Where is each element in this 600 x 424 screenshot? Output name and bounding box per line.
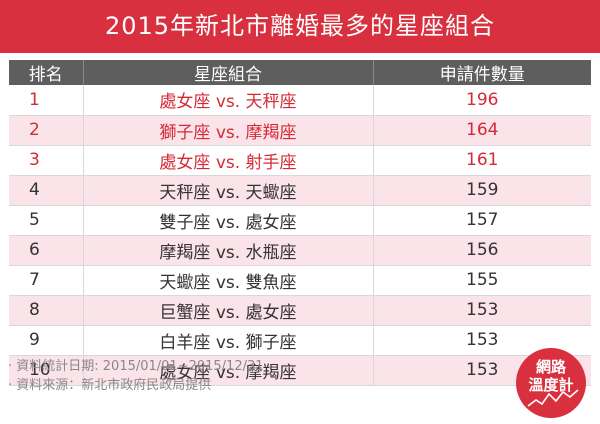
count-cell: 157 xyxy=(373,205,591,236)
rank-cell: 8 xyxy=(9,295,84,326)
pair-cell: 處女座 vs. 摩羯座 xyxy=(83,355,374,386)
pair-cell: 獅子座 vs. 摩羯座 xyxy=(83,115,374,146)
pair-cell: 雙子座 vs. 處女座 xyxy=(83,205,374,236)
count-cell: 161 xyxy=(373,145,591,176)
count-cell: 159 xyxy=(373,175,591,206)
rank-cell: 10 xyxy=(9,355,84,386)
rank-cell: 5 xyxy=(9,205,84,236)
brand-logo: 網路 溫度計 xyxy=(516,348,586,418)
pair-cell: 摩羯座 vs. 水瓶座 xyxy=(83,235,374,266)
table-row: 4 天秤座 vs. 天蠍座 159 xyxy=(9,175,591,206)
table-row: 1 處女座 vs. 天秤座 196 xyxy=(9,85,591,116)
pair-cell: 天秤座 vs. 天蠍座 xyxy=(83,175,374,206)
logo-line-1: 網路 xyxy=(535,358,566,376)
pair-cell: 天蠍座 vs. 雙魚座 xyxy=(83,265,374,296)
rank-cell: 9 xyxy=(9,325,84,356)
ranking-table: 排名 星座組合 申請件數量 1 處女座 vs. 天秤座 196 2 獅子座 vs. 摩羯… xyxy=(9,60,591,386)
count-cell: 196 xyxy=(373,85,591,116)
rank-cell: 7 xyxy=(9,265,84,296)
header-count: 申請件數量 xyxy=(373,60,591,85)
rank-cell: 4 xyxy=(9,175,84,206)
table-row: 9 白羊座 vs. 獅子座 153 xyxy=(9,325,591,356)
rank-cell: 3 xyxy=(9,145,84,176)
table-row: 8 巨蟹座 vs. 處女座 153 xyxy=(9,295,591,326)
pair-cell: 巨蟹座 vs. 處女座 xyxy=(83,295,374,326)
pair-cell: 處女座 vs. 天秤座 xyxy=(83,85,374,116)
date-note: · 資料統計日期: 2015/01/01~2015/12/31 xyxy=(8,359,264,374)
table-row: 5 雙子座 vs. 處女座 157 xyxy=(9,205,591,236)
pair-cell: 處女座 vs. 射手座 xyxy=(83,145,374,176)
table-row: 7 天蠍座 vs. 雙魚座 155 xyxy=(9,265,591,296)
table-header-row: 排名 星座組合 申請件數量 xyxy=(9,60,591,85)
count-cell: 164 xyxy=(373,115,591,146)
header-rank: 排名 xyxy=(9,60,84,85)
footer-notes: · 資料統計日期: 2015/01/01~2015/12/31 · 資料來源：新… xyxy=(8,357,264,395)
source-note: · 資料來源：新北市政府民政局提供 xyxy=(8,378,212,393)
table-body: 1 處女座 vs. 天秤座 196 2 獅子座 vs. 摩羯座 164 3 處女座 vs. 射… xyxy=(9,85,591,386)
table-row: 3 處女座 vs. 射手座 161 xyxy=(9,145,591,176)
header-pair: 星座組合 xyxy=(83,60,374,85)
rank-cell: 1 xyxy=(9,85,84,116)
count-cell: 153 xyxy=(373,295,591,326)
rank-cell: 6 xyxy=(9,235,84,266)
trend-line-icon xyxy=(527,389,579,407)
pair-cell: 白羊座 vs. 獅子座 xyxy=(83,325,374,356)
count-cell: 155 xyxy=(373,265,591,296)
rank-cell: 2 xyxy=(9,115,84,146)
table-row: 6 摩羯座 vs. 水瓶座 156 xyxy=(9,235,591,266)
count-cell: 156 xyxy=(373,235,591,266)
page-title: 2015年新北市離婚最多的星座組合 xyxy=(0,0,600,53)
table-row: 2 獅子座 vs. 摩羯座 164 xyxy=(9,115,591,146)
logo-line-2: 溫度計 xyxy=(528,376,574,394)
